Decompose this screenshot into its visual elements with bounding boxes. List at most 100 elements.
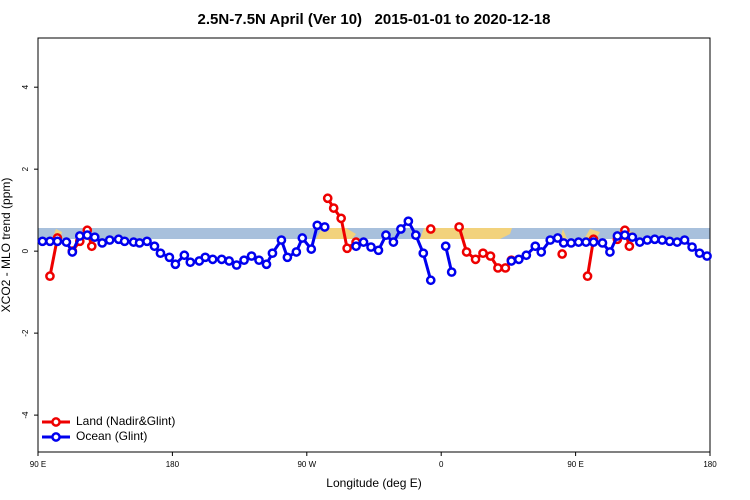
data-point [506, 256, 517, 266]
data-point [297, 233, 308, 243]
data-point [336, 213, 346, 224]
data-point [702, 251, 712, 261]
data-point [446, 267, 457, 277]
data-point [82, 230, 93, 241]
data-point [605, 247, 615, 257]
data-point [418, 248, 429, 259]
data-point [454, 222, 464, 232]
data-point [620, 230, 630, 241]
data-point [440, 241, 451, 252]
data-point [552, 233, 563, 243]
data-point [319, 222, 330, 232]
data-point [582, 271, 593, 282]
data-point [261, 259, 272, 270]
x-axis-label: Longitude (deg E) [326, 476, 421, 490]
data-point [410, 230, 421, 241]
data-point [119, 236, 130, 247]
data-point [425, 224, 436, 234]
data-point [216, 254, 227, 265]
data-point [306, 244, 317, 254]
data-point [514, 254, 524, 265]
data-point [97, 238, 108, 248]
chart-title: 2.5N-7.5N April (Ver 10) 2015-01-01 to 2… [198, 11, 551, 28]
data-point [224, 256, 234, 266]
data-point [231, 260, 242, 270]
legend-label: Land (Nadir&Glint) [76, 414, 175, 428]
data-point [657, 235, 668, 245]
x-tick-label: 90 W [297, 460, 316, 469]
y-tick-label: -2 [21, 329, 30, 337]
data-point [557, 249, 568, 259]
x-tick-label: 0 [439, 460, 444, 469]
y-tick-label: 4 [21, 84, 30, 89]
data-point [672, 237, 682, 247]
y-axis-label: XCO2 - MLO trend (ppm) [0, 178, 13, 313]
data-point [155, 248, 166, 259]
y-tick-label: -4 [21, 411, 30, 419]
data-point [45, 236, 55, 247]
data-point [358, 237, 369, 247]
data-point [89, 232, 100, 243]
data-point [679, 235, 690, 245]
data-point [312, 220, 323, 231]
data-point [342, 243, 352, 254]
x-tick-label: 90 E [567, 460, 583, 469]
data-point [470, 254, 481, 265]
data-point [500, 263, 511, 273]
data-point [52, 236, 63, 247]
data-point [185, 257, 196, 268]
data-point [254, 255, 264, 266]
data-point [351, 241, 361, 252]
data-point [521, 250, 532, 261]
data-point [558, 238, 569, 248]
data-point [86, 241, 97, 252]
data-point [388, 237, 399, 247]
data-point [694, 248, 705, 259]
data-point [74, 231, 85, 241]
data-point [566, 238, 576, 248]
data-point [530, 241, 541, 252]
data-point [573, 237, 584, 247]
data-point [37, 236, 48, 247]
data-point [366, 242, 376, 252]
data-point [493, 263, 503, 273]
data-point [581, 237, 591, 247]
data-point [649, 234, 660, 245]
data-point [239, 255, 249, 266]
data-point [45, 271, 55, 282]
data-point [425, 275, 436, 286]
data-point [282, 252, 293, 263]
data-point [381, 230, 391, 241]
data-point [142, 236, 152, 247]
plot-frame [37, 37, 711, 453]
data-point [322, 193, 333, 204]
data-point [61, 237, 72, 247]
x-tick-label: 180 [166, 460, 180, 469]
legend-marker [51, 417, 61, 427]
data-point [396, 224, 406, 234]
data-point [597, 238, 608, 248]
y-tick-label: 0 [21, 248, 30, 253]
data-point [545, 235, 556, 245]
x-tick-label: 180 [703, 460, 717, 469]
data-point [478, 248, 488, 259]
data-point [67, 247, 78, 257]
data-point [403, 216, 414, 227]
data-point [588, 237, 599, 247]
data-point [207, 254, 218, 265]
data-point [134, 238, 145, 248]
data-point [642, 235, 653, 245]
data-point [179, 250, 190, 261]
data-point [612, 231, 623, 241]
legend-marker [51, 432, 61, 442]
data-point [164, 252, 175, 263]
data-point [485, 251, 496, 261]
data-point [373, 245, 384, 256]
x-tick-label: 90 E [30, 460, 46, 469]
data-point [246, 251, 257, 261]
data-point [461, 247, 472, 257]
data-point [267, 248, 278, 259]
data-point [328, 203, 339, 213]
data-point [664, 236, 675, 247]
data-point [627, 232, 638, 243]
